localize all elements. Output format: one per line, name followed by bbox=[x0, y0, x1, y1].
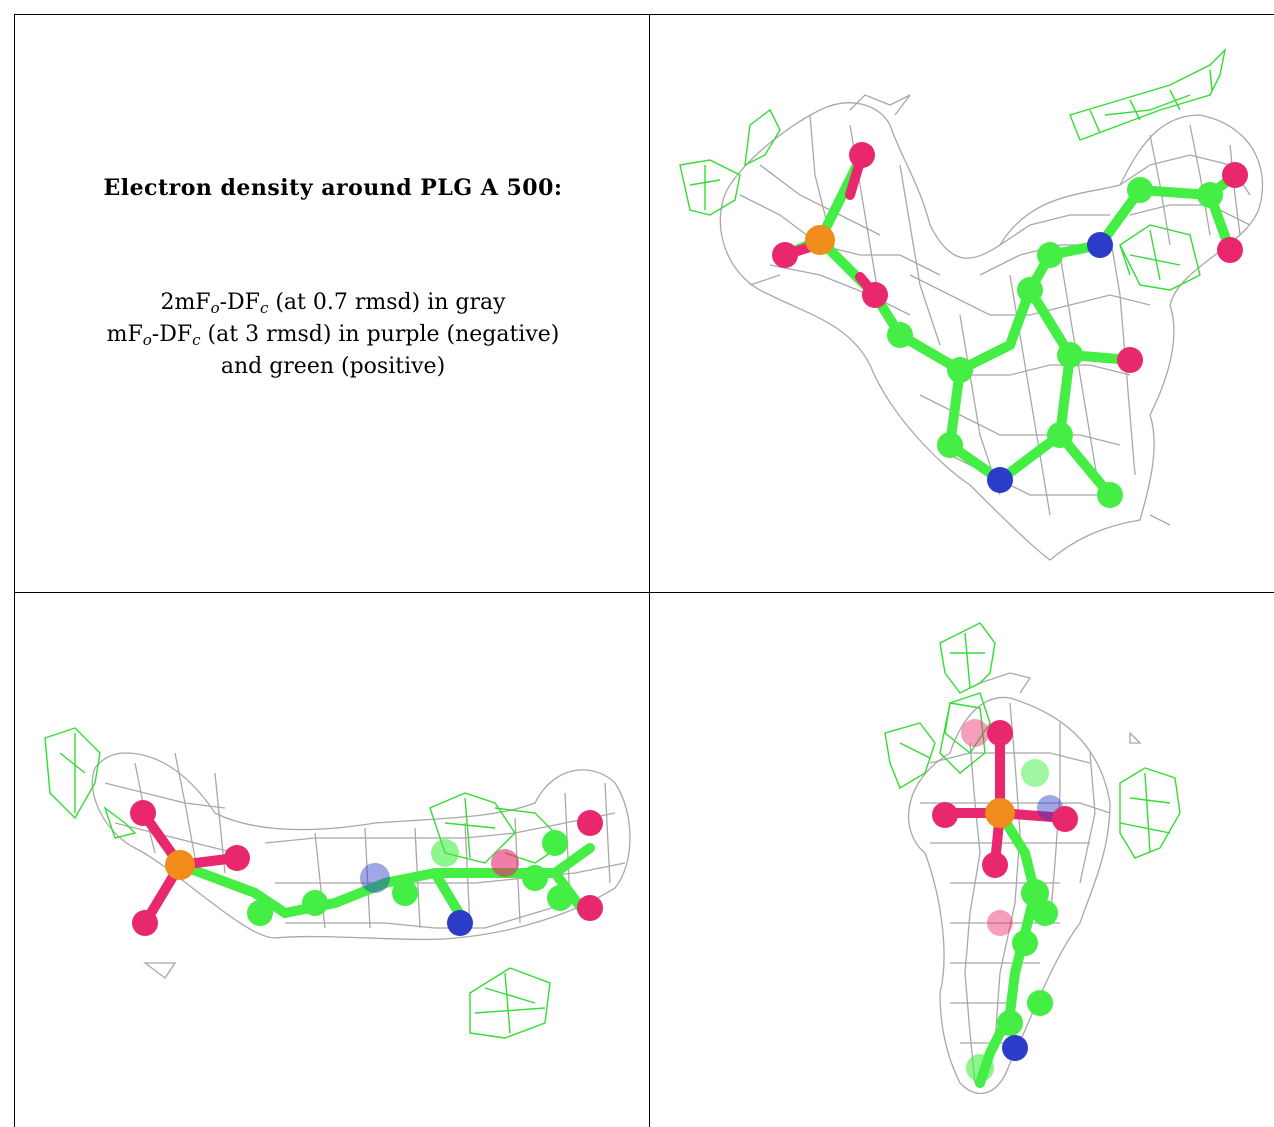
carbon-atom bbox=[542, 830, 568, 856]
density-view-side bbox=[14, 593, 650, 1127]
oxygen-atom bbox=[987, 910, 1013, 936]
oxygen-atom bbox=[862, 282, 888, 308]
carbon-atom bbox=[1047, 422, 1073, 448]
carbon-atom bbox=[247, 900, 273, 926]
oxygen-atom bbox=[491, 849, 519, 877]
oxygen-atom bbox=[982, 852, 1008, 878]
oxygen-atom bbox=[932, 802, 958, 828]
oxygen-atom bbox=[772, 242, 798, 268]
oxygen-atom bbox=[961, 719, 989, 747]
carbon-atom bbox=[887, 322, 913, 348]
carbon-atom bbox=[1097, 482, 1123, 508]
caption-line-fofc: mFo-DFc (at 3 rmsd) in purple (negative) bbox=[106, 322, 560, 349]
positive-mesh bbox=[679, 47, 1227, 291]
oxygen-atom bbox=[987, 720, 1013, 746]
caption-cell: Electron density around PLG A 500: 2mFo-… bbox=[14, 14, 650, 593]
oxygen-atom bbox=[1117, 347, 1143, 373]
carbon-atom bbox=[1012, 930, 1038, 956]
nitrogen-atom bbox=[360, 863, 390, 893]
oxygen-atom bbox=[130, 800, 156, 826]
caption-line-2fofc: 2mFo-DFc (at 0.7 rmsd) in gray bbox=[160, 290, 506, 317]
gray-mesh bbox=[719, 94, 1264, 561]
ligand-atoms bbox=[932, 719, 1078, 1082]
density-view-side-image bbox=[44, 727, 631, 1039]
carbon-atom bbox=[1017, 277, 1043, 303]
carbon-atom bbox=[1021, 879, 1049, 907]
carbon-atom bbox=[1027, 990, 1053, 1016]
carbon-atom bbox=[947, 357, 973, 383]
oxygen-atom bbox=[849, 142, 875, 168]
carbon-atom bbox=[302, 890, 328, 916]
density-view-end bbox=[650, 593, 1274, 1127]
oxygen-atom bbox=[1217, 237, 1243, 263]
figure-grid: Electron density around PLG A 500: 2mFo-… bbox=[14, 14, 1274, 1127]
oxygen-atom bbox=[577, 810, 603, 836]
carbon-atom bbox=[997, 1010, 1023, 1036]
caption-line-positive: and green (positive) bbox=[220, 354, 446, 379]
carbon-atom bbox=[431, 839, 459, 867]
phosphorus-atom bbox=[805, 225, 835, 255]
carbon-atom bbox=[1021, 759, 1049, 787]
nitrogen-atom bbox=[1002, 1035, 1028, 1061]
density-view-front bbox=[650, 14, 1274, 593]
oxygen-atom bbox=[577, 895, 603, 921]
carbon-atom bbox=[1197, 182, 1223, 208]
carbon-atom bbox=[1127, 177, 1153, 203]
oxygen-atom bbox=[1222, 162, 1248, 188]
carbon-atom bbox=[522, 865, 548, 891]
density-view-front-image bbox=[679, 47, 1264, 561]
oxygen-atom bbox=[1052, 806, 1078, 832]
caption-title: Electron density around PLG A 500: bbox=[103, 175, 563, 201]
ligand-atoms bbox=[772, 142, 1248, 508]
carbon-atom bbox=[1057, 342, 1083, 368]
carbon-atom bbox=[392, 880, 418, 906]
oxygen-atom bbox=[224, 845, 250, 871]
positive-mesh bbox=[884, 622, 1181, 859]
phosphorus-atom bbox=[165, 850, 195, 880]
carbon-atom bbox=[1032, 900, 1058, 926]
nitrogen-atom bbox=[1087, 232, 1113, 258]
carbon-atom bbox=[547, 885, 573, 911]
carbon-atom bbox=[937, 432, 963, 458]
ligand-atoms bbox=[130, 800, 603, 936]
nitrogen-atom bbox=[987, 467, 1013, 493]
carbon-atom bbox=[966, 1054, 994, 1082]
positive-mesh bbox=[44, 727, 567, 1039]
density-view-end-image bbox=[884, 622, 1181, 1094]
carbon-atom bbox=[1037, 242, 1063, 268]
oxygen-atom bbox=[132, 910, 158, 936]
nitrogen-atom bbox=[447, 910, 473, 936]
phosphorus-atom bbox=[985, 798, 1015, 828]
